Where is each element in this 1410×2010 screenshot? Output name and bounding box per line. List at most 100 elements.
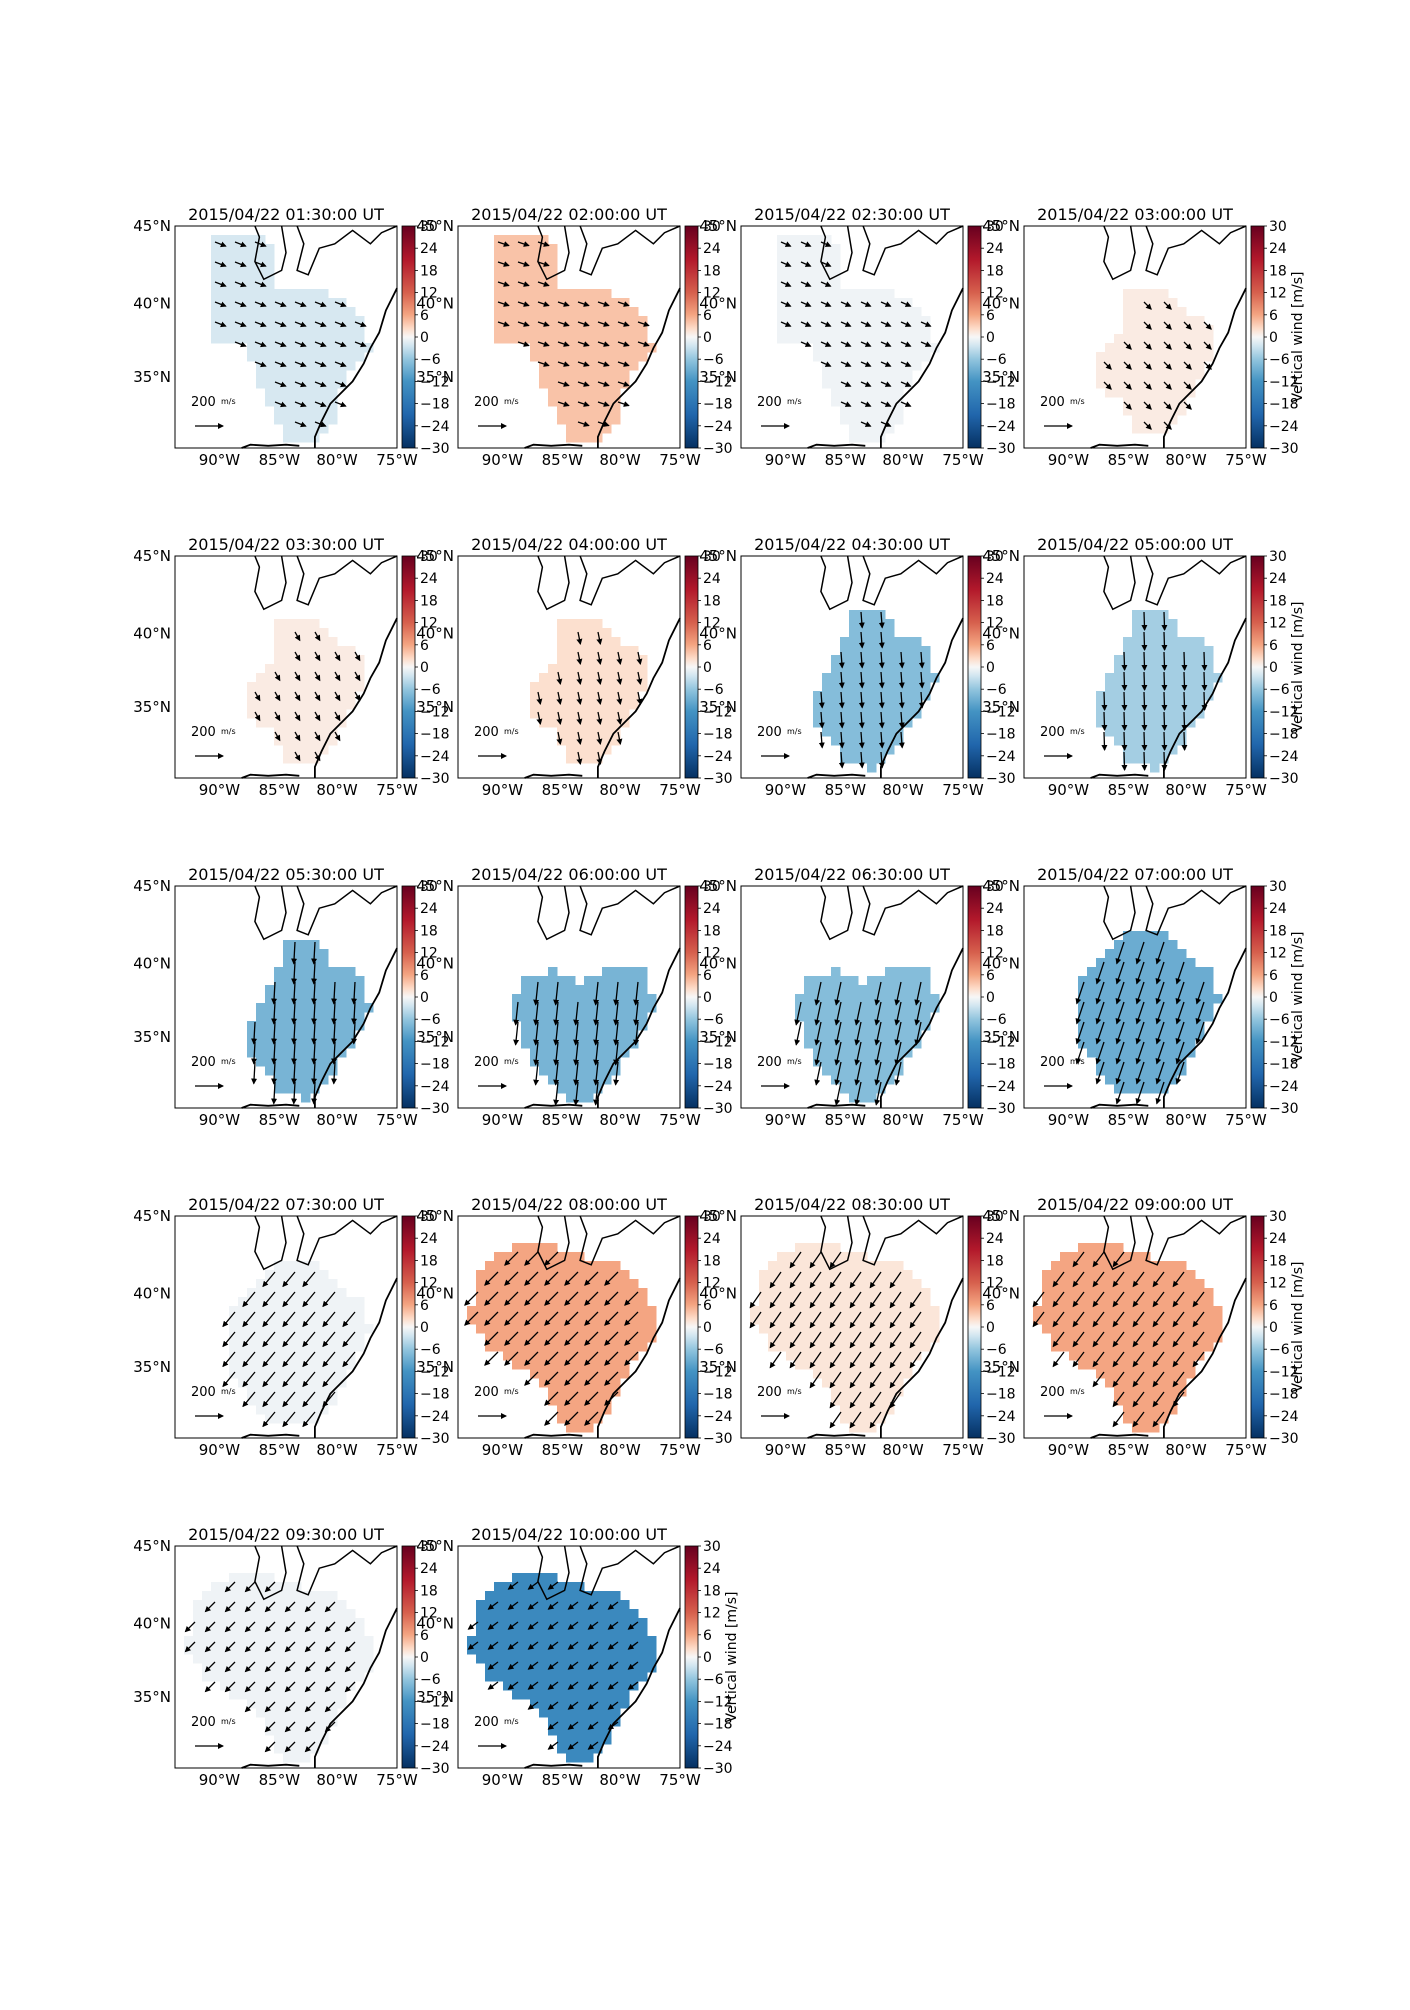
wind-cell [530, 1573, 540, 1583]
wind-cell [310, 1708, 320, 1718]
wind-arrow [1175, 1061, 1185, 1085]
wind-cell [584, 628, 594, 638]
wind-cell [319, 976, 329, 986]
wind-cell [1123, 1021, 1133, 1031]
wind-cell [584, 1066, 594, 1076]
wind-arrow [613, 981, 620, 1006]
wind-cell [1150, 994, 1160, 1004]
wind-arrow [294, 651, 301, 662]
wind-cell [858, 673, 868, 683]
wind-arrow [254, 261, 267, 268]
wind-cell [566, 976, 576, 986]
wind-cell [283, 1708, 293, 1718]
wind-arrow [849, 1371, 862, 1389]
wind-cell [1186, 691, 1196, 701]
wind-cell [840, 646, 850, 656]
wind-cell [292, 1726, 302, 1736]
wind-arrow [909, 1331, 922, 1349]
wind-cell [548, 1279, 558, 1289]
wind-arrow [596, 651, 603, 665]
colorbar-tick-label: −24 [986, 419, 1016, 435]
wind-cell [566, 1369, 576, 1379]
wind-cell [1159, 1324, 1169, 1334]
latitude-label: 35°N [133, 368, 171, 386]
wind-cell [337, 352, 347, 362]
wind-cell [575, 619, 585, 629]
wind-cell [274, 361, 284, 371]
colorbar-tick-label: 18 [420, 1583, 438, 1599]
wind-cell [319, 307, 329, 317]
wind-cell [530, 691, 540, 701]
wind-cell [256, 1306, 266, 1316]
wind-cell [1204, 1315, 1214, 1325]
gulf-coastline [524, 1433, 583, 1439]
wind-cell [1141, 610, 1151, 620]
wind-cell [292, 1699, 302, 1709]
wind-cell [1096, 1306, 1106, 1316]
colorbar-tick-label: 30 [703, 1209, 721, 1225]
wind-arrow [1101, 711, 1108, 731]
wind-cell [229, 280, 239, 290]
wind-cell [539, 325, 549, 335]
wind-cell [867, 1387, 877, 1397]
wind-cell [584, 361, 594, 371]
wind-cell [849, 379, 859, 389]
wind-arrow [1181, 691, 1188, 711]
wind-cell [1150, 664, 1160, 674]
wind-cell [894, 343, 904, 353]
wind-cell [539, 1279, 549, 1289]
wind-cell [1141, 745, 1151, 755]
colorbar-gradient [967, 555, 982, 779]
wind-cell [566, 325, 576, 335]
wind-cell [1069, 1306, 1079, 1316]
wind-cell [894, 664, 904, 674]
wind-cell [1087, 1243, 1097, 1253]
wind-cell [822, 1297, 832, 1307]
wind-cell [759, 1306, 769, 1316]
wind-cell [265, 1369, 275, 1379]
wind-cell [301, 1093, 311, 1103]
great-lakes-outline [579, 885, 681, 936]
wind-cell [822, 379, 832, 389]
wind-cell [629, 700, 639, 710]
gulf-coastline [807, 773, 866, 779]
wind-arrow [536, 711, 543, 725]
wind-cell [795, 271, 805, 281]
wind-cell [858, 1396, 868, 1406]
wind-cell [328, 370, 338, 380]
wind-cell [629, 1333, 639, 1343]
wind-cell [840, 1057, 850, 1067]
wind-cell [593, 1297, 603, 1307]
wind-cell [292, 1654, 302, 1664]
wind-cell [620, 691, 630, 701]
wind-arrow [314, 631, 321, 642]
wind-cell [795, 1012, 805, 1022]
wind-cell [283, 1057, 293, 1067]
wind-cell [346, 967, 356, 977]
wind-cell [912, 682, 922, 692]
wind-cell [611, 691, 621, 701]
longitude-label: 85°W [1108, 1441, 1150, 1459]
wind-cell [575, 1003, 585, 1013]
wind-arrow [1152, 1311, 1165, 1328]
wind-cell [1168, 940, 1178, 950]
scale-unit: m/s [504, 1057, 519, 1066]
wind-arrow [544, 1411, 559, 1426]
colorbar-tick-label: −24 [1269, 419, 1299, 435]
wind-arrow [789, 1251, 802, 1269]
wind-cell [503, 1279, 513, 1289]
wind-cell [813, 1288, 823, 1298]
wind-cell [310, 1405, 320, 1415]
wind-cell [885, 352, 895, 362]
wind-arrow [1163, 321, 1172, 330]
wind-cell [831, 1351, 841, 1361]
wind-cell [876, 1324, 886, 1334]
wind-cell [575, 985, 585, 995]
wind-arrow [214, 301, 227, 308]
wind-cell [1177, 1012, 1187, 1022]
colorbar-tick-label: 6 [703, 1298, 712, 1314]
wind-cell [1141, 415, 1151, 425]
wind-cell [620, 1315, 630, 1325]
wind-arrow [564, 1271, 579, 1286]
wind-cell [557, 709, 567, 719]
